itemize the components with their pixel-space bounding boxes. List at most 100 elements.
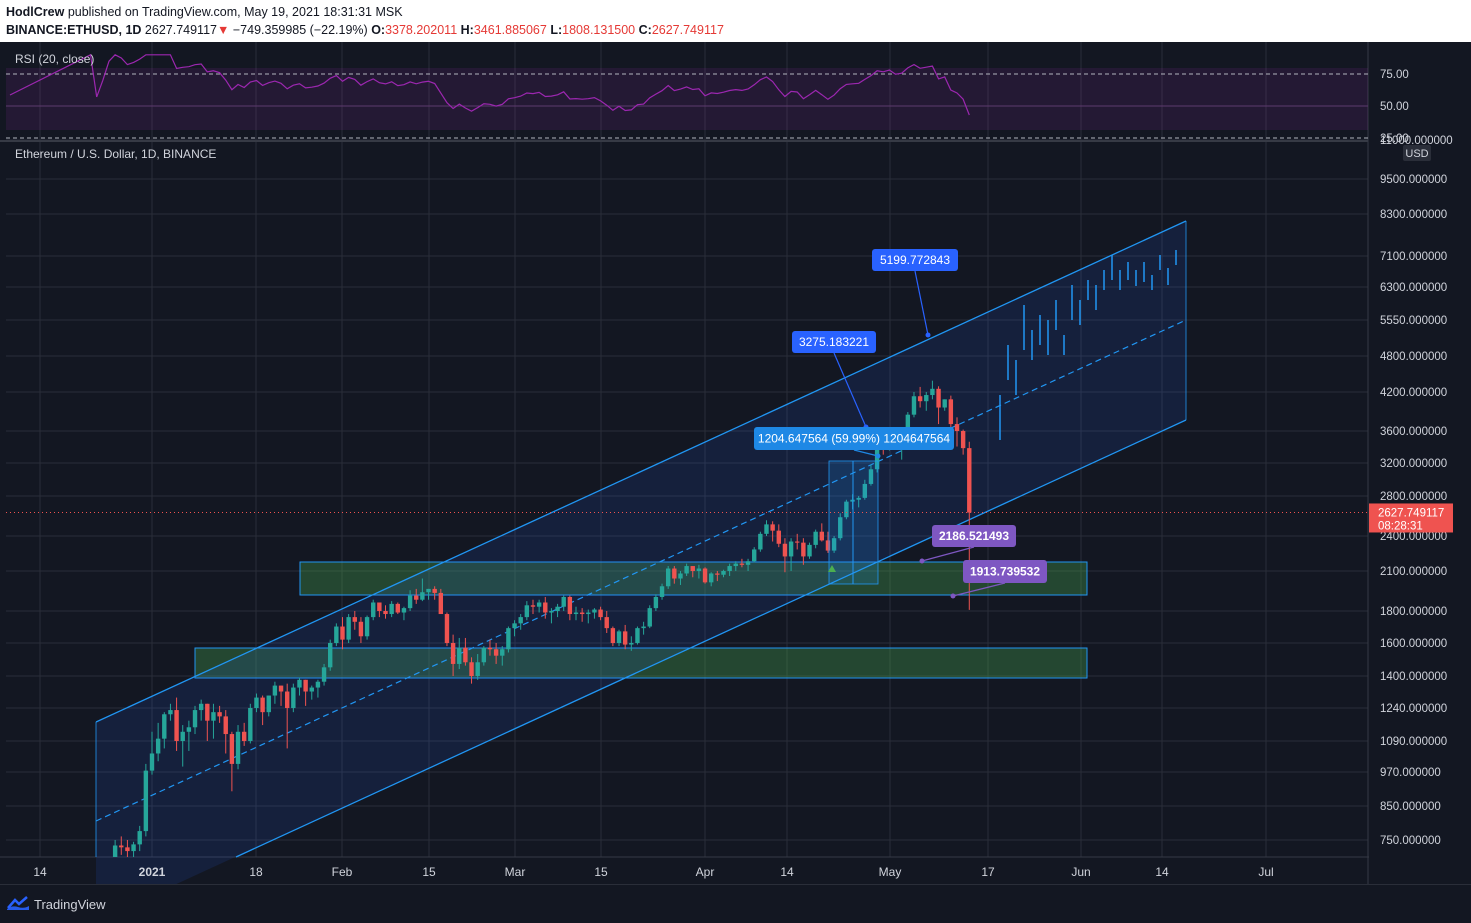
- candle-body: [444, 614, 450, 643]
- callout-support-b-anchor: [950, 593, 956, 599]
- demand-zone-lower: [194, 647, 1088, 679]
- footer-brand[interactable]: TradingView: [34, 897, 106, 912]
- candle-body: [377, 602, 382, 611]
- candle-body: [352, 617, 357, 622]
- rsi-legend[interactable]: RSI (20, close): [15, 52, 95, 66]
- candle-body: [291, 687, 296, 708]
- candle-body: [438, 592, 444, 615]
- candle-body: [119, 845, 124, 848]
- candle-body: [635, 628, 640, 643]
- candle-body: [278, 685, 284, 692]
- author-name[interactable]: HodlCrew: [6, 5, 65, 19]
- low-value: 1808.131500: [562, 23, 636, 37]
- candle-body: [616, 631, 622, 643]
- rsi-pane: 75.00 50.00 25.00: [6, 53, 1409, 145]
- candle-body: [266, 695, 271, 713]
- callout-target-mid-text: 3275.183221: [799, 335, 869, 349]
- candle-body: [917, 396, 923, 402]
- price-tick-label: 750.000000: [1380, 835, 1441, 847]
- candle-body: [328, 643, 333, 668]
- callout-target-mid-box: [792, 331, 876, 353]
- rsi-band: [6, 68, 1368, 130]
- candle-body: [807, 544, 812, 557]
- candle-body: [272, 685, 278, 696]
- header-bar: HodlCrew published on TradingView.com, M…: [0, 0, 1471, 42]
- candle-body: [788, 541, 794, 557]
- candle-body: [641, 626, 646, 629]
- candle-body: [770, 524, 775, 531]
- candle-body: [493, 649, 499, 656]
- candle-body: [739, 563, 745, 565]
- candle-body: [475, 662, 480, 676]
- time-tick-label: Apr: [696, 865, 715, 879]
- rsi-line: [9, 53, 970, 116]
- up-arrow-icon: [828, 565, 836, 572]
- price-tick-label: 6300.000000: [1380, 282, 1447, 294]
- price-tick-label: 2400.000000: [1380, 531, 1447, 543]
- time-axis[interactable]: 14 2021 18 Feb 15 Mar 15 Apr 14 May 17 Jun 14 Jul: [33, 865, 1273, 879]
- callout-target-high-pointer: [914, 270, 929, 336]
- footer: TradingView: [0, 884, 1471, 923]
- price-tick-label: 9500.000000: [1380, 174, 1447, 186]
- price-tick-label: 1240.000000: [1380, 703, 1447, 715]
- channel-lower-line: [235, 419, 1187, 858]
- candle-body: [414, 595, 419, 600]
- candle-body: [567, 596, 573, 615]
- callout-support-a-anchor: [919, 558, 925, 564]
- price-tick-label: 3200.000000: [1380, 458, 1447, 470]
- callout-target-high-box: [872, 249, 958, 271]
- tradingview-logo-icon[interactable]: [6, 895, 30, 911]
- price-tick-label: 2100.000000: [1380, 566, 1447, 578]
- candle-body: [192, 710, 198, 728]
- candle-body: [248, 708, 253, 741]
- candle-body: [672, 568, 677, 579]
- candle-body: [856, 497, 861, 500]
- candle-body: [715, 573, 720, 575]
- candle-body: [432, 588, 437, 593]
- candle-body: [936, 388, 941, 408]
- rsi-tick-label: 75.00: [1380, 69, 1409, 81]
- time-tick-label: 18: [249, 865, 263, 879]
- callout-target-high-text: 5199.772843: [880, 253, 950, 267]
- candle-body: [758, 533, 763, 550]
- candle-body: [340, 626, 345, 640]
- candle-body: [573, 612, 579, 615]
- chart-title[interactable]: Ethereum / U.S. Dollar, 1D, BINANCE: [15, 147, 217, 161]
- last-price-value: 2627.749117: [1378, 507, 1444, 519]
- callout-measure-anchor: [875, 453, 881, 459]
- candle-body: [420, 592, 425, 600]
- candle-body: [137, 831, 142, 845]
- candle-body: [143, 770, 149, 832]
- candle-body: [831, 538, 837, 551]
- close-value: 2627.749117: [651, 23, 724, 37]
- candle-body: [155, 738, 161, 754]
- candle-body: [586, 612, 591, 615]
- time-tick-label: Jun: [1071, 865, 1090, 879]
- callout-target-high-anchor: [925, 332, 931, 338]
- time-tick-label: 15: [594, 865, 608, 879]
- price-tick-label: 5550.000000: [1380, 315, 1447, 327]
- time-tick-label: 14: [33, 865, 47, 879]
- time-tick-label: Feb: [332, 865, 353, 879]
- candle-body: [162, 714, 167, 739]
- candle-body: [733, 563, 738, 567]
- price-tick-label: 11000.000000: [1380, 135, 1453, 147]
- candle-body: [180, 731, 185, 741]
- callout-support-b-pointer: [952, 582, 1006, 597]
- callout-measure-text: 1204.647564 (59.99%) 1204647564: [758, 432, 950, 446]
- open-label: O:: [371, 23, 386, 37]
- candle-body: [383, 611, 388, 615]
- time-tick-label: May: [879, 865, 902, 879]
- candle-body: [205, 703, 210, 721]
- candle-body: [543, 602, 548, 613]
- price-change: −749.359985 (−22.19%): [232, 23, 368, 37]
- open-value: 3378.202011: [385, 23, 458, 37]
- publish-line: HodlCrew published on TradingView.com, M…: [6, 5, 403, 19]
- candle-body: [198, 703, 204, 711]
- symbol-label[interactable]: BINANCE:ETHUSD, 1D: [6, 23, 142, 37]
- price-axis-bg: [1369, 42, 1471, 884]
- price-tick-label: 7100.000000: [1380, 251, 1447, 263]
- candle-body: [500, 649, 505, 656]
